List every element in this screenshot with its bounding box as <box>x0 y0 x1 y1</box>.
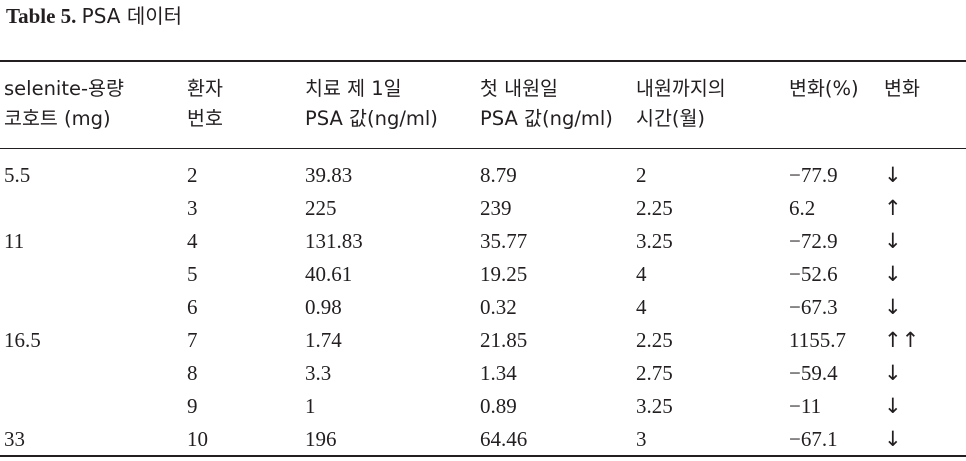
cell-patient: 6 <box>187 295 198 319</box>
cell-direction: ↓ <box>884 427 902 451</box>
cell-cohort: 33 <box>4 427 25 451</box>
cell-change-pct: −77.9 <box>789 163 838 187</box>
cell-months: 2.25 <box>636 196 673 220</box>
cell-psa-day1: 0.98 <box>305 295 342 319</box>
cell-psa-day1: 1 <box>305 394 316 418</box>
cell-psa-first-visit: 1.34 <box>480 361 517 385</box>
cell-direction: ↑ <box>884 196 902 220</box>
cell-change-pct: 6.2 <box>789 196 816 220</box>
header-months: 내원까지의 시간(월) <box>636 77 726 130</box>
cell-patient: 2 <box>187 163 198 187</box>
header-change-pct: 변화(%) <box>789 77 859 100</box>
cell-psa-first-visit: 0.89 <box>480 394 517 418</box>
cell-psa-first-visit: 35.77 <box>480 229 528 253</box>
cell-psa-first-visit: 239 <box>480 196 512 220</box>
cell-change-pct: −67.1 <box>789 427 838 451</box>
table-caption-label: Table 5. <box>6 4 77 28</box>
cell-months: 3 <box>636 427 647 451</box>
cell-patient: 4 <box>187 229 198 253</box>
cell-psa-day1: 225 <box>305 196 337 220</box>
cell-direction: ↓ <box>884 361 902 385</box>
cell-psa-day1: 1.74 <box>305 328 342 352</box>
cell-change-pct: −67.3 <box>789 295 838 319</box>
cell-direction: ↓ <box>884 394 902 418</box>
header-psa-day1: 치료 제 1일 PSA 값(ng/ml) <box>305 77 438 130</box>
cell-months: 4 <box>636 262 647 286</box>
cell-patient: 7 <box>187 328 198 352</box>
cell-psa-first-visit: 0.32 <box>480 295 517 319</box>
cell-months: 2 <box>636 163 647 187</box>
cell-direction: ↓ <box>884 229 902 253</box>
cell-psa-day1: 3.3 <box>305 361 332 385</box>
cell-cohort: 11 <box>4 229 25 253</box>
table-header-rule <box>0 148 966 149</box>
cell-psa-day1: 196 <box>305 427 337 451</box>
cell-change-pct: 1155.7 <box>789 328 846 352</box>
cell-psa-day1: 40.61 <box>305 262 353 286</box>
cell-psa-first-visit: 64.46 <box>480 427 528 451</box>
cell-change-pct: −59.4 <box>789 361 838 385</box>
cell-months: 4 <box>636 295 647 319</box>
header-direction: 변화 <box>884 77 920 100</box>
table-caption: Table 5. PSA 데이터 <box>6 2 182 30</box>
cell-psa-day1: 131.83 <box>305 229 363 253</box>
cell-change-pct: −52.6 <box>789 262 838 286</box>
header-psa-first-visit: 첫 내원일 PSA 값(ng/ml) <box>480 77 613 130</box>
cell-patient: 10 <box>187 427 208 451</box>
cell-psa-first-visit: 8.79 <box>480 163 517 187</box>
table-caption-text: PSA 데이터 <box>81 4 183 28</box>
cell-direction: ↑↑ <box>884 328 920 352</box>
table-bottom-rule <box>0 455 966 457</box>
cell-months: 2.75 <box>636 361 673 385</box>
cell-patient: 3 <box>187 196 198 220</box>
cell-direction: ↓ <box>884 295 902 319</box>
cell-direction: ↓ <box>884 163 902 187</box>
cell-months: 3.25 <box>636 229 673 253</box>
cell-change-pct: −72.9 <box>789 229 838 253</box>
cell-months: 3.25 <box>636 394 673 418</box>
cell-psa-day1: 39.83 <box>305 163 353 187</box>
cell-psa-first-visit: 21.85 <box>480 328 528 352</box>
header-cohort: selenite-용량 코호트 (mg) <box>4 77 124 130</box>
cell-cohort: 5.5 <box>4 163 31 187</box>
cell-change-pct: −11 <box>789 394 822 418</box>
table-top-rule <box>0 60 966 62</box>
cell-patient: 8 <box>187 361 198 385</box>
cell-months: 2.25 <box>636 328 673 352</box>
cell-patient: 9 <box>187 394 198 418</box>
cell-direction: ↓ <box>884 262 902 286</box>
header-patient: 환자 번호 <box>187 77 223 130</box>
cell-patient: 5 <box>187 262 198 286</box>
cell-cohort: 16.5 <box>4 328 41 352</box>
cell-psa-first-visit: 19.25 <box>480 262 528 286</box>
